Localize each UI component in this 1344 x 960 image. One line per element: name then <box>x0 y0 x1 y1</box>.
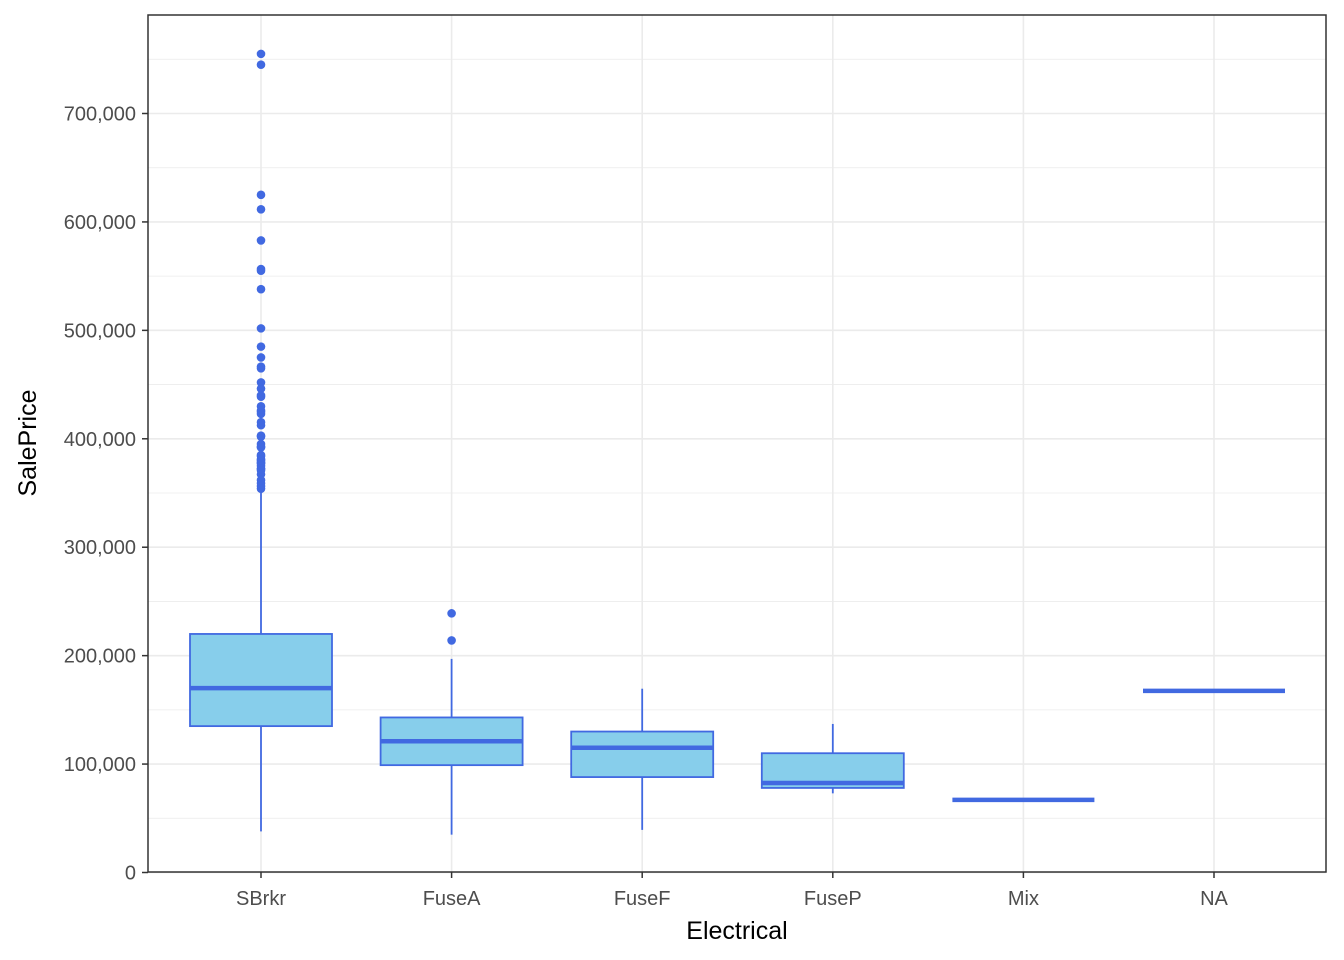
outlier-point <box>256 420 266 430</box>
outlier-point <box>256 392 266 402</box>
outlier-point <box>256 353 266 362</box>
x-tick-label: FuseA <box>423 888 481 910</box>
outlier-point <box>256 443 266 452</box>
y-tick-label: 500,000 <box>64 320 136 342</box>
panel-border <box>147 14 1327 873</box>
outlier-point <box>256 364 266 373</box>
box-FuseA <box>379 609 524 835</box>
boxplot-series <box>189 49 1285 835</box>
box-SBrkr <box>189 49 333 832</box>
outlier-point <box>256 409 266 419</box>
y-tick-label: 0 <box>125 863 136 885</box>
outlier-point <box>256 484 266 493</box>
iqr-box <box>570 730 715 778</box>
outlier-point <box>256 284 266 294</box>
outlier-point <box>447 636 456 645</box>
axes: 0 100,000 200,000 300,000 400,000 500,000 600,… <box>64 104 1229 911</box>
x-tick-label: FuseP <box>804 888 862 910</box>
outlier-point <box>447 609 456 618</box>
y-tick-label: 100,000 <box>64 754 136 776</box>
x-tick-label: FuseF <box>614 888 671 910</box>
y-tick-label: 700,000 <box>64 104 136 126</box>
x-tick-label: Mix <box>1008 888 1039 910</box>
y-tick-label: 200,000 <box>64 646 136 668</box>
outlier-point <box>256 190 266 200</box>
x-axis-title: Electrical <box>686 917 787 945</box>
grid-lines <box>148 15 1326 874</box>
outlier-point <box>256 60 266 70</box>
iqr-box <box>189 633 333 728</box>
outlier-point <box>256 324 266 333</box>
x-tick-label: NA <box>1200 888 1228 910</box>
outlier-point <box>256 342 266 351</box>
outlier-point <box>256 266 266 276</box>
outlier-point <box>256 378 266 387</box>
outlier-point <box>256 384 266 393</box>
outlier-point <box>256 236 266 245</box>
box-FuseF <box>570 688 715 830</box>
outlier-point <box>256 204 266 214</box>
outlier-point <box>256 432 266 441</box>
y-tick-label: 600,000 <box>64 212 136 234</box>
box-FuseP <box>760 723 905 794</box>
outlier-point <box>256 49 266 59</box>
y-tick-label: 400,000 <box>64 429 136 451</box>
y-tick-label: 300,000 <box>64 537 136 559</box>
x-tick-label: SBrkr <box>236 888 286 910</box>
y-axis-title: SalePrice <box>14 390 42 497</box>
